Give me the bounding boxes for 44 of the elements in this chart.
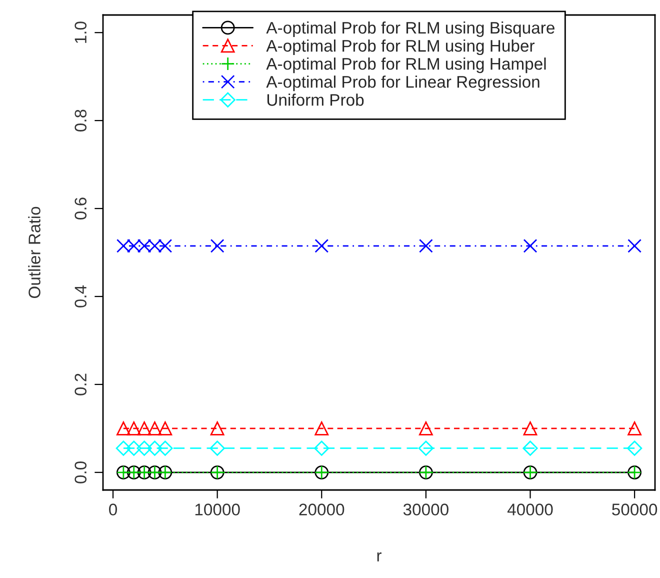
point <box>126 440 142 456</box>
point <box>126 421 141 436</box>
x-tick-label: 30000 <box>403 504 448 516</box>
point <box>210 440 225 456</box>
point <box>148 421 162 436</box>
point <box>314 421 329 436</box>
x-axis-title: r <box>377 552 382 562</box>
point <box>158 440 173 456</box>
point <box>136 440 152 456</box>
legend-label: Uniform Prob <box>267 94 364 106</box>
point <box>522 440 538 456</box>
point <box>628 421 642 436</box>
point <box>418 421 433 436</box>
y-tick-label: 0.4 <box>74 285 87 308</box>
x-tick-label: 20000 <box>299 504 344 516</box>
y-tick-label: 1.0 <box>74 22 87 43</box>
x-tick-label: 0 <box>109 504 117 516</box>
y-tick-label: 0.0 <box>74 461 87 484</box>
point <box>523 421 538 436</box>
point <box>418 238 433 253</box>
y-tick-label: 0.2 <box>74 374 87 396</box>
point <box>628 238 642 253</box>
point <box>137 421 152 436</box>
point <box>210 238 224 253</box>
point <box>314 440 330 456</box>
x-tick-label: 40000 <box>507 504 553 516</box>
point <box>418 440 434 456</box>
y-tick-label: 0.8 <box>74 110 87 132</box>
legend-label: A-optimal Prob for RLM using Huber <box>266 39 535 56</box>
legend-label: A-optimal Prob for RLM using Hampel <box>266 58 546 74</box>
point <box>523 238 538 253</box>
point <box>314 238 329 253</box>
legend-label: A-optimal Prob for Linear Regression <box>266 76 540 92</box>
point <box>147 440 162 456</box>
legend-label: A-optimal Prob for RLM using Bisquare <box>266 21 554 37</box>
point <box>210 421 224 436</box>
x-tick-label: 50000 <box>612 504 658 516</box>
point <box>116 440 132 456</box>
point <box>158 421 172 436</box>
point <box>626 440 642 456</box>
x-tick-label: 10000 <box>195 504 240 516</box>
point <box>116 421 130 436</box>
y-tick-label: 0.6 <box>74 198 87 220</box>
y-axis-title: Outlier Ratio <box>28 206 40 298</box>
